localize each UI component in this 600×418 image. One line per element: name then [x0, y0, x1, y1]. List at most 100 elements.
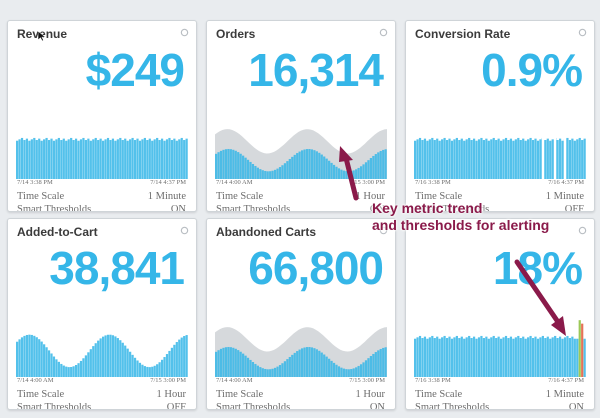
trend-bar	[185, 138, 188, 179]
trend-bar	[504, 335, 508, 377]
trend-bar	[379, 348, 382, 377]
smart-thresholds-value: ON	[369, 402, 385, 410]
trend-bar	[308, 347, 311, 377]
metric-card-revenue[interactable]: Revenue $249 7/14 3:38 PM 7/14 4:37 PM T…	[7, 20, 197, 212]
settings-icon[interactable]	[578, 28, 587, 37]
trend-bar	[534, 138, 537, 179]
trend-bar	[541, 335, 544, 377]
trend-bar	[244, 157, 247, 179]
metric-card-abandoned-carts[interactable]: Abandoned Carts 66,800 7/14 4:00 AM 7/15…	[206, 218, 396, 410]
settings-icon[interactable]	[180, 226, 189, 235]
trend-bar	[116, 139, 119, 179]
metric-card-conversion-rate[interactable]: Conversion Rate 0.9% 7/16 3:38 PM 7/16 4…	[405, 20, 595, 212]
trend-bar	[554, 335, 557, 377]
trend-bar	[283, 361, 287, 377]
trend-bar	[178, 339, 181, 377]
trend-bar	[355, 169, 358, 179]
time-scale-value: 1 Minute	[147, 191, 186, 202]
settings-icon[interactable]	[180, 28, 189, 37]
trend-bar	[463, 338, 466, 377]
settings-icon[interactable]	[578, 226, 587, 235]
trend-bar	[301, 150, 304, 179]
trend-bar	[141, 364, 144, 377]
trend-bar	[254, 165, 257, 179]
trend-bar	[556, 140, 559, 179]
time-start: 7/16 3:38 PM	[415, 377, 451, 384]
trend-bar	[74, 138, 78, 179]
metric-card-unlabeled[interactable]: 18% 7/16 3:38 PM 7/16 4:37 PM Time Scale…	[405, 218, 595, 410]
time-scale-label: Time Scale	[17, 389, 65, 400]
trend-bar	[70, 367, 73, 377]
sparkline-chart	[414, 121, 586, 179]
trend-bar	[519, 338, 522, 377]
trend-bar	[114, 140, 117, 179]
trend-bar	[512, 140, 515, 179]
trend-bar	[485, 336, 488, 377]
trend-bar	[94, 137, 97, 179]
time-scale-value: 1 Minute	[545, 191, 584, 202]
trend-bar	[323, 156, 326, 179]
trend-bar	[318, 350, 321, 377]
trend-bar	[124, 138, 127, 179]
sparkline-chart	[215, 129, 387, 179]
metric-card-added-to-cart[interactable]: Added-to-Cart 38,841 7/14 4:00 AM 7/15 3…	[7, 218, 197, 410]
trend-bar	[438, 140, 441, 179]
settings-icon[interactable]	[379, 226, 388, 235]
trend-bar	[276, 366, 279, 377]
trend-bar	[116, 338, 119, 377]
trend-bar	[581, 323, 584, 377]
trend-bar	[539, 139, 542, 179]
trend-bar	[534, 336, 537, 377]
trend-bar	[352, 368, 355, 377]
trend-bar	[571, 336, 574, 377]
trend-bar	[500, 140, 503, 179]
trend-bar	[458, 140, 461, 179]
smart-thresholds-label: Smart Thresholds	[415, 402, 490, 410]
trend-bar	[119, 137, 122, 179]
trend-bar	[441, 139, 444, 179]
trend-bar	[50, 138, 53, 179]
trend-bar	[170, 140, 174, 179]
trend-bar	[222, 149, 225, 179]
trend-bar	[121, 342, 124, 377]
trend-bar	[291, 354, 294, 377]
trend-bar	[99, 138, 102, 179]
trend-bar	[490, 337, 493, 377]
trend-bar	[583, 138, 586, 179]
settings-icon[interactable]	[379, 28, 388, 37]
trend-bar	[340, 367, 343, 377]
trend-bar	[271, 368, 274, 377]
trend-bar	[566, 137, 569, 179]
trend-bar	[111, 335, 115, 377]
trend-bar	[65, 140, 68, 179]
trend-bar	[33, 137, 36, 179]
trend-bar	[450, 338, 454, 377]
trend-bar	[97, 140, 100, 179]
trend-bar	[502, 139, 505, 179]
trend-bar	[477, 139, 481, 179]
trend-bar	[183, 336, 186, 377]
trend-bar	[102, 140, 105, 179]
trend-bar	[328, 160, 331, 179]
trend-bar	[558, 138, 562, 179]
trend-bar	[325, 356, 328, 377]
time-scale-value: 1 Hour	[355, 191, 385, 202]
trend-bar	[234, 150, 237, 179]
trend-bar	[43, 344, 46, 377]
trend-bar	[463, 140, 466, 179]
trend-bar	[330, 360, 333, 377]
trend-bar	[568, 338, 572, 377]
trend-bar	[65, 366, 68, 377]
metric-card-orders[interactable]: Orders 16,314 7/14 4:00 AM 7/15 3:00 PM …	[206, 20, 396, 212]
trend-bar	[25, 138, 29, 179]
trend-bar	[156, 364, 159, 377]
trend-bar	[77, 363, 80, 377]
trend-bar	[313, 348, 316, 377]
trend-bar	[480, 137, 483, 179]
metric-value: 16,314	[248, 44, 384, 96]
trend-bar	[133, 140, 137, 179]
card-title: Conversion Rate	[415, 27, 511, 41]
trend-bar	[421, 338, 424, 377]
trend-bar	[581, 140, 584, 179]
time-end: 7/15 3:00 PM	[349, 179, 385, 186]
